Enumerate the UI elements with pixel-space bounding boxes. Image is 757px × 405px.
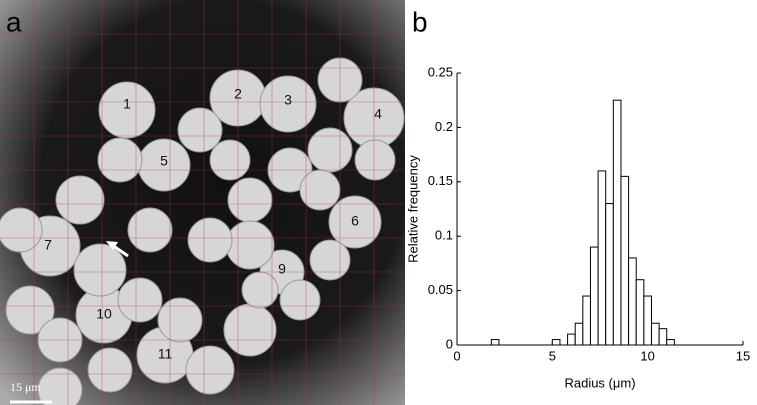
cell [127, 207, 173, 253]
bar [650, 322, 660, 346]
cell [0, 207, 43, 253]
bar [490, 339, 500, 346]
bar [620, 175, 630, 346]
bar [643, 295, 652, 346]
panel-label: b [412, 6, 428, 37]
bar [551, 339, 561, 346]
cell [117, 277, 163, 323]
x-tick-label: 0 [453, 348, 460, 363]
bar [612, 99, 622, 346]
cell [157, 297, 203, 343]
bar [589, 246, 599, 346]
bar [666, 339, 675, 346]
cell [279, 279, 321, 321]
cell [177, 107, 223, 153]
cell [87, 347, 133, 393]
cell [5, 285, 55, 335]
scale-bar-label: 15 μm [10, 380, 41, 394]
x-tick-label: 5 [549, 348, 556, 363]
cell-label: 9 [278, 261, 286, 277]
bar [582, 295, 591, 346]
cell [309, 239, 351, 281]
bar [635, 279, 645, 346]
bar [605, 203, 614, 346]
overlay-grid [0, 0, 405, 405]
cell [187, 217, 233, 263]
cell [73, 243, 127, 297]
y-tick-label: 0.05 [428, 282, 453, 297]
plot: 0 0.05 0.1 0.15 0.2 0.25 0 5 10 15 [428, 64, 751, 363]
cell-label: 3 [284, 92, 292, 108]
y-tick-label: 0.15 [428, 173, 453, 188]
bar [628, 257, 637, 346]
y-axis-label: Relative frequency [405, 155, 420, 263]
bar [658, 328, 668, 346]
cell [223, 303, 277, 357]
cell [328, 195, 382, 249]
cell [354, 139, 396, 181]
cell [241, 271, 279, 309]
cell-label: 10 [96, 306, 112, 322]
cell-labels: 1 2 3 4 5 6 7 9 10 11 [44, 86, 382, 362]
cell [185, 345, 235, 395]
cell-label: 2 [234, 86, 242, 102]
bar [574, 322, 584, 346]
bar [567, 333, 576, 346]
y-tick-label: 0.25 [428, 64, 453, 79]
cell-label: 5 [160, 153, 168, 169]
cell-label: 7 [44, 237, 52, 253]
cell-label: 6 [351, 213, 359, 229]
cell [225, 220, 275, 270]
bar [597, 170, 607, 346]
cell-label: 4 [374, 106, 382, 122]
cell-label: 1 [123, 96, 131, 112]
cell [259, 75, 317, 133]
x-tick-label: 15 [736, 348, 750, 363]
y-tick-label: 0.2 [435, 119, 453, 134]
y-tick-label: 0 [446, 336, 453, 351]
cell [98, 81, 156, 139]
y-tick-label: 0.1 [435, 228, 453, 243]
micrograph: 1 2 3 4 5 6 7 9 10 11 15 μm a [0, 0, 405, 405]
cell [227, 177, 273, 223]
panel-label: a [6, 6, 22, 37]
cell [209, 139, 251, 181]
cell [37, 367, 83, 405]
cell [97, 137, 143, 183]
cells [0, 57, 405, 405]
x-tick-label: 10 [640, 348, 654, 363]
cell-label: 11 [158, 346, 173, 362]
arrow-head [106, 241, 118, 250]
cell [55, 175, 105, 225]
x-axis-label: Radius (μm) [564, 375, 635, 390]
cell [307, 127, 353, 173]
